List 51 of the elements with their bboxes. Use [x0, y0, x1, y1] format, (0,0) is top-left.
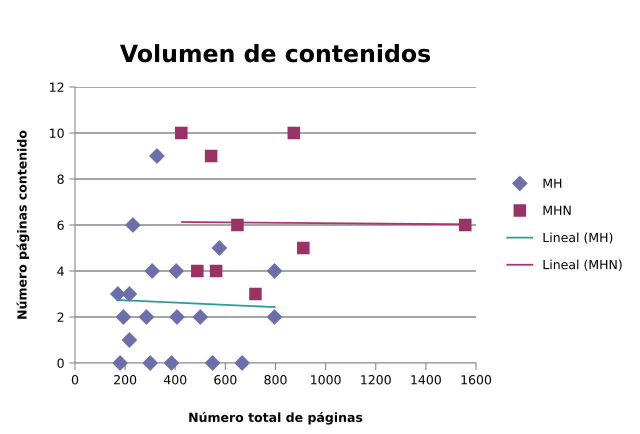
chart-title: Volumen de contenidos — [120, 44, 430, 62]
x-tick-label: 800 — [264, 375, 287, 384]
point — [149, 148, 165, 164]
point — [125, 217, 140, 233]
point — [231, 218, 244, 232]
point — [297, 242, 310, 254]
y-tick-label: 4 — [57, 266, 64, 276]
point — [122, 286, 137, 302]
point — [204, 150, 218, 162]
point — [212, 240, 227, 256]
point — [191, 264, 204, 278]
y-tick-label: 12 — [50, 82, 64, 92]
point — [249, 288, 262, 300]
point — [122, 332, 137, 348]
point — [192, 309, 208, 325]
x-tick-label: 600 — [214, 375, 236, 384]
x-tick-label: 1000 — [311, 375, 341, 384]
point — [266, 263, 282, 279]
point — [266, 309, 282, 325]
point — [168, 263, 184, 279]
point — [116, 309, 131, 325]
point — [142, 355, 158, 371]
y-tick-label: 10 — [50, 128, 64, 138]
x-tick-label: 200 — [114, 375, 136, 384]
point — [458, 218, 472, 232]
point — [112, 355, 128, 371]
point — [110, 286, 126, 302]
point — [288, 126, 300, 140]
legend-label: MH — [544, 178, 562, 188]
point — [138, 309, 154, 325]
point — [210, 264, 222, 278]
y-tick-label: 6 — [58, 220, 64, 230]
point — [205, 355, 220, 371]
y-tick-label: 2 — [58, 312, 64, 322]
legend-label: Lineal (MH) — [544, 232, 612, 244]
y-axis-title: Número páginas contenido — [16, 130, 30, 319]
point — [164, 355, 180, 371]
y-tick-label: 8 — [57, 174, 64, 184]
point — [234, 355, 250, 371]
y-tick-label: 0 — [57, 358, 64, 368]
legend-label: MHN — [544, 206, 571, 215]
point — [169, 309, 185, 325]
x-tick-label: 400 — [164, 375, 186, 384]
x-tick-label: 0 — [72, 375, 78, 384]
point — [144, 263, 160, 279]
x-tick-label: 1600 — [461, 375, 492, 384]
x-tick-label: 1400 — [411, 375, 441, 384]
x-tick-label: 1200 — [361, 375, 391, 384]
point — [175, 126, 188, 140]
legend-label: Lineal (MHN) — [544, 260, 622, 271]
x-axis-title: Número total de páginas — [189, 412, 362, 425]
